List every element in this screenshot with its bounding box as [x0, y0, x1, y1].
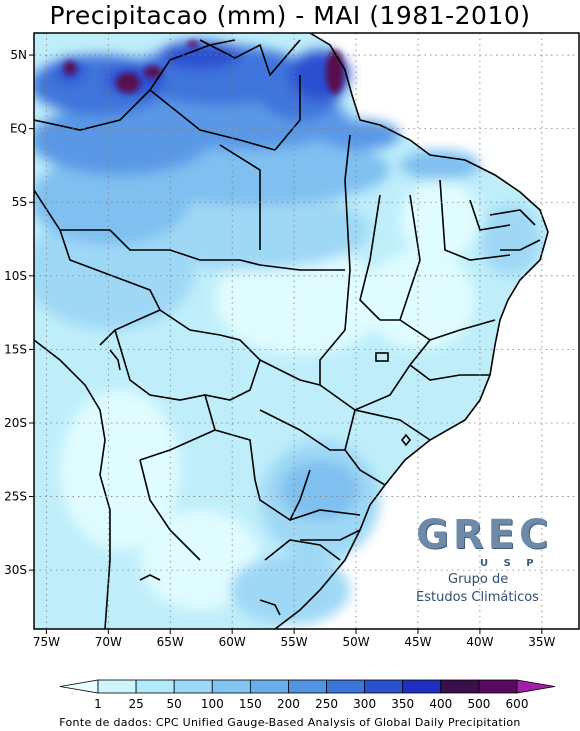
colorbar-cell: [478, 679, 518, 694]
colorbar-label: 250: [315, 697, 338, 711]
lon-tick-label: 35W: [528, 635, 555, 649]
colorbar-label: 100: [201, 697, 224, 711]
lat-tick-label: EQ: [10, 122, 27, 136]
logo-line-1: Grupo de: [448, 572, 509, 587]
colorbar-cell: [402, 679, 442, 694]
colorbar-cell: [288, 679, 327, 694]
lon-tick-label: 50W: [342, 635, 369, 649]
colorbar-label: 150: [239, 697, 262, 711]
lat-tick-label: 15S: [4, 342, 27, 356]
colorbar-cell: [440, 679, 480, 694]
lat-tick-label: 25S: [4, 490, 27, 504]
colorbar-cell: [249, 679, 289, 694]
lon-tick-label: 60W: [219, 635, 246, 649]
map-frame: [33, 32, 580, 630]
colorbar-cell: [364, 679, 404, 694]
colorbar-max-arrow: [516, 679, 556, 694]
colorbar-label: 400: [429, 697, 452, 711]
colorbar-label: 350: [391, 697, 414, 711]
grec-usp-logo: GREC U S P Grupo de Estudos Climáticos: [416, 512, 556, 612]
colorbar-cell: [173, 679, 213, 694]
colorbar-cell: [135, 679, 175, 694]
lat-lon-grid: [34, 33, 579, 629]
lon-tick-label: 70W: [95, 635, 122, 649]
logo-line-2: Estudos Climáticos: [416, 590, 539, 605]
lat-tick-label: 30S: [4, 563, 27, 577]
lon-tick-label: 55W: [281, 635, 308, 649]
longitude-axis: 75W 70W 65W 60W 55W 50W 45W 40W 35W: [33, 629, 556, 649]
lon-tick-label: 45W: [404, 635, 431, 649]
colorbar-label: 300: [353, 697, 376, 711]
colorbar-label: 200: [277, 697, 300, 711]
colorbar-label: 500: [467, 697, 490, 711]
colorbar-cells: [59, 679, 556, 694]
map-plot-area: [34, 33, 579, 629]
lon-tick-label: 40W: [466, 635, 493, 649]
political-borders: [34, 33, 549, 629]
lat-tick-label: 5S: [12, 195, 27, 209]
data-source-note: Fonte de dados: CPC Unified Gauge-Based …: [59, 716, 521, 729]
colorbar-label: 50: [167, 697, 182, 711]
colorbar-label: 25: [128, 697, 143, 711]
colorbar-label: 600: [506, 697, 529, 711]
colorbar-min-arrow: [59, 679, 99, 694]
colorbar-cell: [211, 679, 251, 694]
colorbar-label: 1: [94, 697, 102, 711]
latitude-axis: 5N EQ 5S 10S 15S 20S 25S 30S: [4, 48, 34, 577]
lat-tick-label: 10S: [4, 269, 27, 283]
colorbar-labels: 1 25 50 100 150 200 250 300 350 400 500 600: [94, 697, 528, 711]
lat-tick-label: 5N: [10, 48, 27, 62]
lat-tick-label: 20S: [4, 416, 27, 430]
colorbar-cell: [326, 679, 366, 694]
logo-usp-text: U S P: [480, 558, 540, 569]
lon-tick-label: 75W: [33, 635, 60, 649]
logo-main-text: GREC: [416, 512, 553, 558]
map-title: Precipitacao (mm) - MAI (1981-2010): [49, 1, 531, 30]
lon-tick-label: 65W: [157, 635, 184, 649]
extreme-precipitation-cores: [64, 41, 344, 94]
colorbar-cell: [97, 679, 137, 694]
